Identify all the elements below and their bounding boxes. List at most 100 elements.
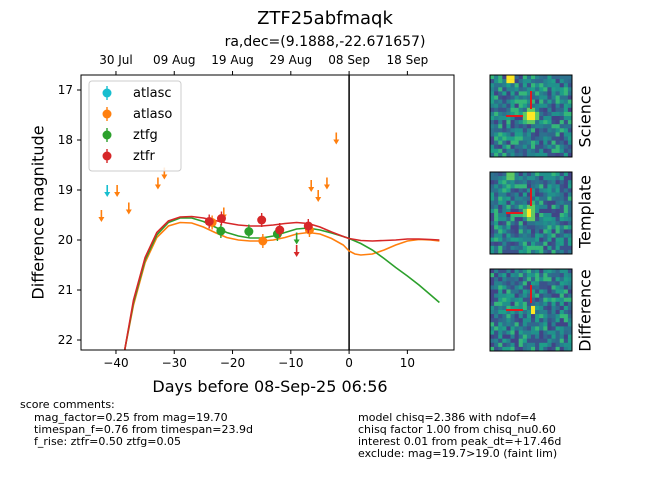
- cutout-pixel: [555, 148, 560, 154]
- cutout-label-template: Template: [575, 175, 595, 249]
- cutout-pixel: [522, 91, 528, 96]
- cutout-pixel: [535, 132, 540, 137]
- cutout-pixel: [506, 144, 511, 149]
- cutout-pixel: [535, 172, 540, 177]
- cutout-pixel: [498, 301, 503, 307]
- cutout-pixel: [567, 249, 573, 255]
- cutout-pixel: [547, 346, 552, 352]
- cutout-pixel: [547, 204, 552, 210]
- cutout-pixel: [522, 103, 528, 108]
- cutout-pixel: [506, 91, 511, 96]
- cutout-pixel: [547, 124, 552, 129]
- cutout-pixel: [567, 87, 573, 92]
- cutout-pixel: [535, 233, 540, 238]
- cutout-pixel: [490, 144, 495, 149]
- cutout-pixel: [531, 338, 536, 343]
- cutout-pixel: [559, 140, 564, 145]
- cutout-pixel: [539, 318, 544, 323]
- cutout-pixel: [506, 314, 511, 319]
- cutout-pixel: [555, 204, 560, 210]
- cutout-pixel: [498, 120, 503, 125]
- y-tick-label: 22: [58, 333, 73, 347]
- cutout-image-difference: [489, 268, 573, 352]
- cutout-pixel: [567, 204, 573, 210]
- cutout-pixel: [539, 204, 544, 210]
- cutout-pixel: [498, 87, 503, 92]
- cutout-pixel: [522, 124, 528, 129]
- cutout-pixel: [502, 322, 507, 327]
- cutout-pixel: [526, 305, 532, 311]
- cutout-pixel: [535, 297, 540, 302]
- cutout-pixel: [510, 208, 515, 214]
- cutout-pixel: [522, 281, 528, 286]
- cutout-pixel: [539, 322, 544, 327]
- cutout-pixel: [498, 297, 503, 302]
- cutout-pixel: [522, 322, 528, 327]
- cutout-pixel: [563, 310, 569, 315]
- cutout-pixel: [498, 293, 503, 298]
- data-point-ztfr: [275, 225, 285, 235]
- legend-marker-atlasc: [102, 88, 112, 98]
- cutout-pixel: [563, 128, 569, 133]
- cutout-pixel: [494, 225, 499, 230]
- cutout-pixel: [514, 310, 519, 315]
- cutout-pixel: [522, 285, 528, 290]
- cutout-pixel: [510, 196, 515, 201]
- cutout-pixel: [490, 95, 495, 100]
- cutout-pixel: [559, 91, 564, 96]
- cutout-pixel: [543, 128, 548, 133]
- cutout-pixel: [490, 75, 495, 80]
- cutout-pixel: [510, 297, 515, 302]
- cutout-pixel: [555, 91, 560, 96]
- cutout-pixel: [514, 95, 519, 100]
- cutout-pixel: [494, 310, 499, 315]
- x-tick-label: −30: [162, 356, 187, 370]
- cutout-pixel: [559, 152, 564, 158]
- cutout-pixel: [498, 111, 503, 117]
- cutout-pixel: [490, 136, 495, 141]
- cutout-pixel: [526, 120, 532, 125]
- cutout-pixel: [543, 124, 548, 129]
- cutout-pixel: [510, 285, 515, 290]
- cutout-pixel: [551, 140, 556, 145]
- cutout-pixel: [514, 148, 519, 154]
- cutout-pixel: [494, 301, 499, 307]
- cutout-pixel: [555, 310, 560, 315]
- cutout-pixel: [498, 318, 503, 323]
- cutout-pixel: [494, 180, 499, 185]
- cutout-pixel: [539, 269, 544, 274]
- cutout-pixel: [506, 281, 511, 286]
- cutout-pixel: [567, 103, 573, 108]
- cutout-pixel: [539, 281, 544, 286]
- cutout-pixel: [535, 184, 540, 189]
- cutout-pixel: [551, 144, 556, 149]
- cutout-pixel: [547, 285, 552, 290]
- cutout-pixel: [506, 322, 511, 327]
- cutout-pixel: [539, 277, 544, 282]
- cutout-pixel: [547, 200, 552, 205]
- cutout-pixel: [535, 241, 540, 246]
- cutout-pixel: [547, 301, 552, 307]
- cutout-pixel: [518, 200, 523, 205]
- cutout-pixel: [502, 289, 507, 294]
- cutout-pixel: [522, 221, 528, 226]
- cutout-pixel: [518, 140, 523, 145]
- cutout-pixel: [526, 132, 532, 137]
- cutout-pixel: [547, 221, 552, 226]
- cutout-pixel: [531, 128, 536, 133]
- cutout-pixel: [514, 128, 519, 133]
- cutout-pixel: [543, 107, 548, 113]
- cutout-pixel: [522, 289, 528, 294]
- score-comment-line: f_rise: ztfr=0.50 ztfg=0.05: [34, 435, 181, 448]
- cutout-pixel: [535, 116, 540, 121]
- cutout-pixel: [502, 107, 507, 113]
- cutout-pixel: [567, 152, 573, 158]
- cutout-pixel: [522, 305, 528, 311]
- cutout-pixel: [514, 330, 519, 335]
- cutout-pixel: [522, 293, 528, 298]
- cutout-pixel: [518, 132, 523, 137]
- cutout-pixel: [506, 188, 511, 193]
- cutout-pixel: [559, 99, 564, 104]
- cutout-pixel: [518, 95, 523, 100]
- cutout-pixel: [490, 233, 495, 238]
